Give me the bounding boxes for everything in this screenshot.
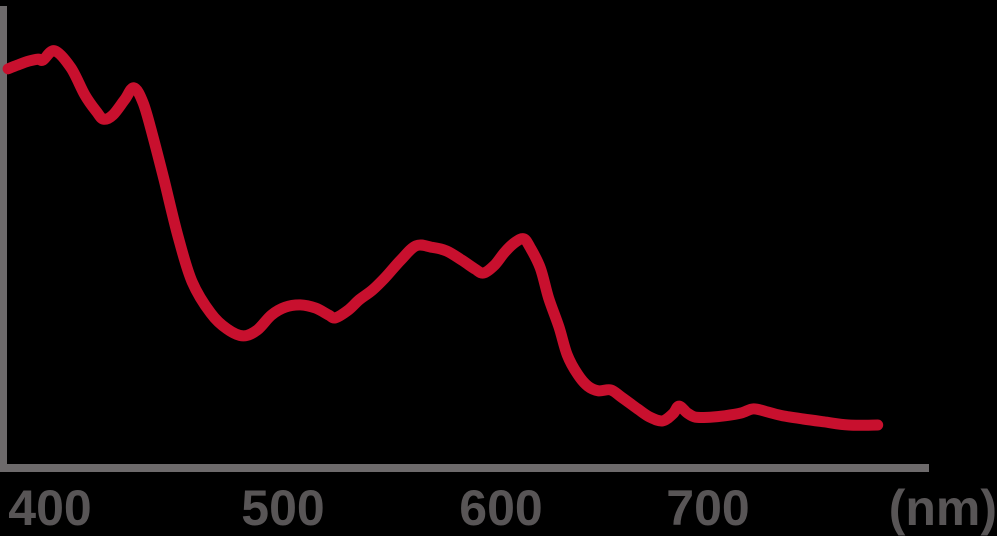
x-axis-line (0, 464, 929, 472)
reflectance-curve (2, 45, 884, 431)
axis-unit-label: (nm) (888, 480, 997, 536)
y-axis-line (0, 6, 7, 472)
